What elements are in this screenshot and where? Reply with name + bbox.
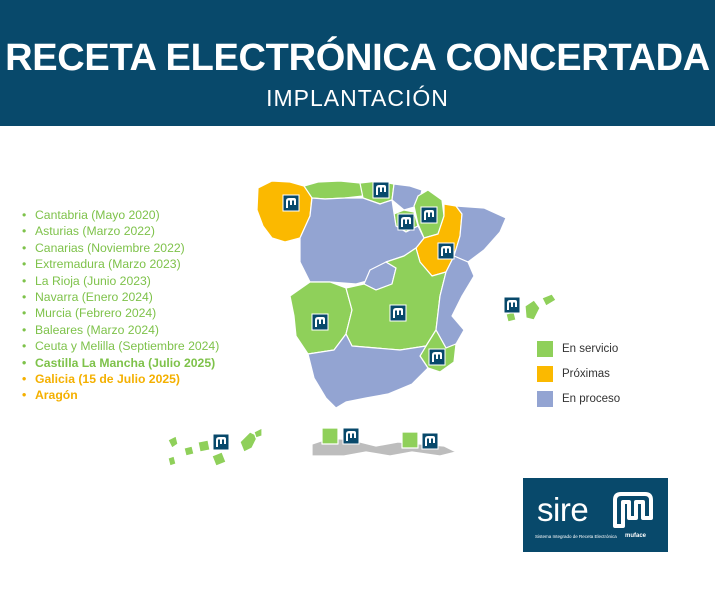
muface-marker-icon: [421, 432, 439, 450]
implementation-list-item: • Baleares (Marzo 2024): [22, 322, 219, 338]
bullet-icon: •: [22, 273, 27, 288]
bullet-icon: •: [22, 355, 27, 370]
implementation-list-item: • Extremadura (Marzo 2023): [22, 256, 219, 272]
region-melilla: [401, 431, 419, 449]
implementation-list-item: • Asturias (Marzo 2022): [22, 223, 219, 239]
legend-swatch-proximas: [537, 366, 553, 382]
muface-marker-icon: [342, 427, 360, 445]
bullet-icon: •: [22, 224, 27, 239]
muface-marker-icon: [389, 304, 407, 322]
page-subtitle: IMPLANTACIÓN: [266, 85, 449, 111]
implementation-list-text: Cantabria (Mayo 2020): [35, 208, 160, 222]
implementation-list-item: • Castilla La Mancha (Julio 2025): [22, 355, 219, 371]
bullet-icon: •: [22, 372, 27, 387]
implementation-list-item: • Canarias (Noviembre 2022): [22, 240, 219, 256]
implementation-list-item: • Ceuta y Melilla (Septiembre 2024): [22, 338, 219, 354]
region-cataluna: [453, 205, 507, 263]
sirem-m-icon: [613, 492, 653, 528]
implementation-list-text: Navarra (Enero 2024): [35, 290, 153, 305]
legend-label-en-servicio: En servicio: [562, 343, 619, 355]
muface-marker-icon: [397, 213, 415, 231]
legend-swatch-en-servicio: [537, 341, 553, 357]
bullet-icon: •: [22, 306, 27, 321]
implementation-list-item: • La Rioja (Junio 2023): [22, 273, 219, 289]
implementation-list-text: Extremadura (Marzo 2023): [35, 257, 181, 272]
implementation-list-item: • Murcia (Febrero 2024): [22, 305, 219, 321]
muface-marker-icon: [437, 242, 455, 260]
implementation-list: • Cantabria (Mayo 2020) • Asturias (Marzo 2…: [22, 207, 219, 404]
legend-label-en-proceso: En proceso: [562, 393, 621, 405]
logo-tagline: Sistema Integrado de Receta Electrónica: [535, 534, 617, 539]
implementation-list-text: Ceuta y Melilla (Septiembre 2024): [35, 339, 220, 354]
implementation-list-text: Castilla La Mancha (Julio 2025): [35, 355, 216, 370]
muface-marker-icon: [503, 296, 521, 314]
bullet-icon: •: [22, 388, 27, 403]
muface-marker-icon: [420, 206, 438, 224]
bullet-icon: •: [22, 257, 27, 272]
implementation-list-item: • Navarra (Enero 2024): [22, 289, 219, 305]
implementation-list-text: Baleares (Marzo 2024): [35, 322, 159, 337]
implementation-list-text: Asturias (Marzo 2022): [35, 224, 155, 239]
bullet-icon: •: [22, 208, 27, 222]
implementation-list-text: Aragón: [35, 388, 78, 403]
implementation-list-item: • Aragón: [22, 387, 219, 403]
bullet-icon: •: [22, 290, 27, 305]
implementation-list-item: • Galicia (15 de Julio 2025): [22, 371, 219, 387]
legend-swatch-en-proceso: [537, 391, 553, 407]
map-markers: [212, 181, 521, 451]
legend-label-proximas: Próximas: [562, 368, 610, 380]
page-title: RECETA ELECTRÓNICA CONCERTADA: [5, 37, 710, 79]
sirem-logo: sire Sistema Integrado de Receta Electró…: [523, 478, 668, 552]
implementation-list-text: Canarias (Noviembre 2022): [35, 240, 185, 255]
muface-marker-icon: [428, 348, 446, 366]
muface-marker-icon: [282, 194, 300, 212]
muface-marker-icon: [212, 433, 230, 451]
header-banner: RECETA ELECTRÓNICA CONCERTADA IMPLANTACI…: [0, 0, 715, 126]
muface-marker-icon: [311, 313, 329, 331]
logo-brand: muface: [625, 533, 647, 539]
logo-wordmark: sire: [537, 491, 589, 528]
region-asturias: [303, 180, 364, 200]
region-ceuta: [321, 427, 339, 445]
implementation-list-text: Murcia (Febrero 2024): [35, 306, 157, 321]
muface-marker-icon: [372, 181, 390, 199]
bullet-icon: •: [22, 240, 27, 255]
implementation-list-text: La Rioja (Junio 2023): [35, 273, 151, 288]
region-andalucia: [307, 333, 429, 409]
bullet-icon: •: [22, 339, 27, 354]
region-valencia: [435, 255, 475, 349]
implementation-list-text: Galicia (15 de Julio 2025): [35, 372, 180, 387]
region-baleares: [505, 293, 557, 323]
bullet-icon: •: [22, 322, 27, 337]
region-canarias: [167, 427, 263, 467]
implementation-list-item: • Cantabria (Mayo 2020): [22, 207, 219, 223]
